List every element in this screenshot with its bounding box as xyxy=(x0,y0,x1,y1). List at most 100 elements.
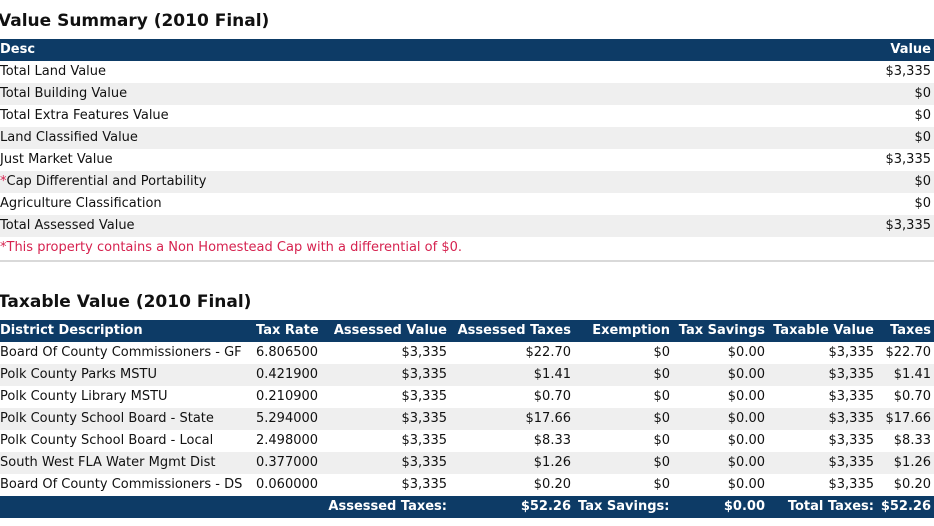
tax-rate-cell: 2.498000 xyxy=(256,430,318,452)
tax-savings-total-label: Tax Savings: xyxy=(578,496,669,518)
exemption-cell: $0 xyxy=(653,474,670,496)
value-summary-table: Desc Value Total Land Value $3,335 Total… xyxy=(0,39,934,237)
assessed-value-cell: $3,335 xyxy=(402,386,448,408)
exemption-cell: $0 xyxy=(653,452,670,474)
assessed-taxes-cell: $17.66 xyxy=(526,408,572,430)
row-desc: Agriculture Classification xyxy=(0,193,162,215)
taxable-value-cell: $3,335 xyxy=(829,408,875,430)
taxes-cell: $17.66 xyxy=(886,408,932,430)
district-description-cell: Board Of County Commissioners - DS xyxy=(0,474,242,496)
column-header-exemption: Exemption xyxy=(592,320,670,342)
tax-rate-cell: 6.806500 xyxy=(256,342,318,364)
taxes-cell: $1.26 xyxy=(894,452,931,474)
row-desc: Just Market Value xyxy=(0,149,113,171)
row-desc-text: Cap Differential and Portability xyxy=(7,174,207,189)
cap-footnote: *This property contains a Non Homestead … xyxy=(0,239,462,257)
table-row: Board Of County Commissioners - DS 0.0600… xyxy=(0,474,934,496)
assessed-value-cell: $3,335 xyxy=(402,474,448,496)
row-desc: Total Assessed Value xyxy=(0,215,135,237)
assessed-value-cell: $3,335 xyxy=(402,364,448,386)
row-desc: Total Building Value xyxy=(0,83,127,105)
taxes-cell: $1.41 xyxy=(894,364,931,386)
exemption-cell: $0 xyxy=(653,342,670,364)
exemption-cell: $0 xyxy=(653,408,670,430)
row-value: $0 xyxy=(914,193,931,215)
table-row: Polk County School Board - State 5.294000… xyxy=(0,408,934,430)
column-header-assessed-value: Assessed Value xyxy=(334,320,447,342)
value-summary-title: Value Summary (2010 Final) xyxy=(0,11,269,31)
column-header-value: Value xyxy=(890,39,931,61)
assessed-taxes-cell: $1.41 xyxy=(534,364,571,386)
assessed-taxes-total-label: Assessed Taxes: xyxy=(328,496,447,518)
taxable-value-cell: $3,335 xyxy=(829,364,875,386)
row-value: $0 xyxy=(914,83,931,105)
district-description-cell: Polk County School Board - Local xyxy=(0,430,213,452)
table-header: Desc Value xyxy=(0,39,934,61)
tax-savings-cell: $0.00 xyxy=(728,342,765,364)
district-description-cell: South West FLA Water Mgmt Dist xyxy=(0,452,215,474)
column-header-desc: Desc xyxy=(0,39,35,61)
assessed-taxes-total-value: $52.26 xyxy=(521,496,571,518)
exemption-cell: $0 xyxy=(653,364,670,386)
assessed-taxes-cell: $22.70 xyxy=(526,342,572,364)
assessed-value-cell: $3,335 xyxy=(402,342,448,364)
taxable-value-table: District Description Tax Rate Assessed V… xyxy=(0,320,934,518)
assessed-taxes-cell: $0.20 xyxy=(534,474,571,496)
row-value: $0 xyxy=(914,171,931,193)
table-row: Land Classified Value $0 xyxy=(0,127,934,149)
tax-savings-cell: $0.00 xyxy=(728,386,765,408)
assessed-taxes-cell: $8.33 xyxy=(534,430,571,452)
column-header-district: District Description xyxy=(0,320,143,342)
tax-savings-total-value: $0.00 xyxy=(724,496,765,518)
column-header-assessed-taxes: Assessed Taxes xyxy=(458,320,571,342)
tax-savings-cell: $0.00 xyxy=(728,408,765,430)
totals-row: Assessed Taxes: $52.26 Tax Savings: $0.0… xyxy=(0,496,934,518)
table-row: Total Land Value $3,335 xyxy=(0,61,934,83)
table-row: Board Of County Commissioners - GF 6.8065… xyxy=(0,342,934,364)
tax-rate-cell: 5.294000 xyxy=(256,408,318,430)
taxable-value-cell: $3,335 xyxy=(829,342,875,364)
table-row: *Cap Differential and Portability $0 xyxy=(0,171,934,193)
row-value: $3,335 xyxy=(886,149,932,171)
table-row: Polk County Parks MSTU 0.421900 $3,335 $1.4… xyxy=(0,364,934,386)
taxable-value-cell: $3,335 xyxy=(829,386,875,408)
exemption-cell: $0 xyxy=(653,386,670,408)
row-value: $3,335 xyxy=(886,61,932,83)
assessed-taxes-cell: $1.26 xyxy=(534,452,571,474)
row-desc: Land Classified Value xyxy=(0,127,138,149)
column-header-tax-savings: Tax Savings xyxy=(679,320,765,342)
taxes-cell: $8.33 xyxy=(894,430,931,452)
taxable-value-title: Taxable Value (2010 Final) xyxy=(0,292,251,312)
assessed-value-cell: $3,335 xyxy=(402,452,448,474)
total-taxes-value: $52.26 xyxy=(881,496,931,518)
tax-rate-cell: 0.377000 xyxy=(256,452,318,474)
row-desc: *Cap Differential and Portability xyxy=(0,171,206,193)
table-row: Polk County Library MSTU 0.210900 $3,335 $0… xyxy=(0,386,934,408)
table-row: Total Building Value $0 xyxy=(0,83,934,105)
row-value: $0 xyxy=(914,105,931,127)
table-row: Total Assessed Value $3,335 xyxy=(0,215,934,237)
taxable-value-cell: $3,335 xyxy=(829,452,875,474)
district-description-cell: Board Of County Commissioners - GF xyxy=(0,342,242,364)
row-desc: Total Land Value xyxy=(0,61,106,83)
tax-rate-cell: 0.210900 xyxy=(256,386,318,408)
taxes-cell: $0.20 xyxy=(894,474,931,496)
row-value: $0 xyxy=(914,127,931,149)
tax-rows: Board Of County Commissioners - GF 6.8065… xyxy=(0,342,934,496)
district-description-cell: Polk County Parks MSTU xyxy=(0,364,157,386)
table-row: Agriculture Classification $0 xyxy=(0,193,934,215)
taxable-value-cell: $3,335 xyxy=(829,474,875,496)
exemption-cell: $0 xyxy=(653,430,670,452)
district-description-cell: Polk County Library MSTU xyxy=(0,386,168,408)
table-row: South West FLA Water Mgmt Dist 0.377000 $3… xyxy=(0,452,934,474)
tax-rate-cell: 0.421900 xyxy=(256,364,318,386)
assessed-value-cell: $3,335 xyxy=(402,408,448,430)
column-header-taxes: Taxes xyxy=(890,320,931,342)
table-row: Total Extra Features Value $0 xyxy=(0,105,934,127)
taxes-cell: $0.70 xyxy=(894,386,931,408)
column-header-taxable-value: Taxable Value xyxy=(773,320,874,342)
assessed-taxes-cell: $0.70 xyxy=(534,386,571,408)
district-description-cell: Polk County School Board - State xyxy=(0,408,214,430)
table-row: Just Market Value $3,335 xyxy=(0,149,934,171)
tax-rate-cell: 0.060000 xyxy=(256,474,318,496)
